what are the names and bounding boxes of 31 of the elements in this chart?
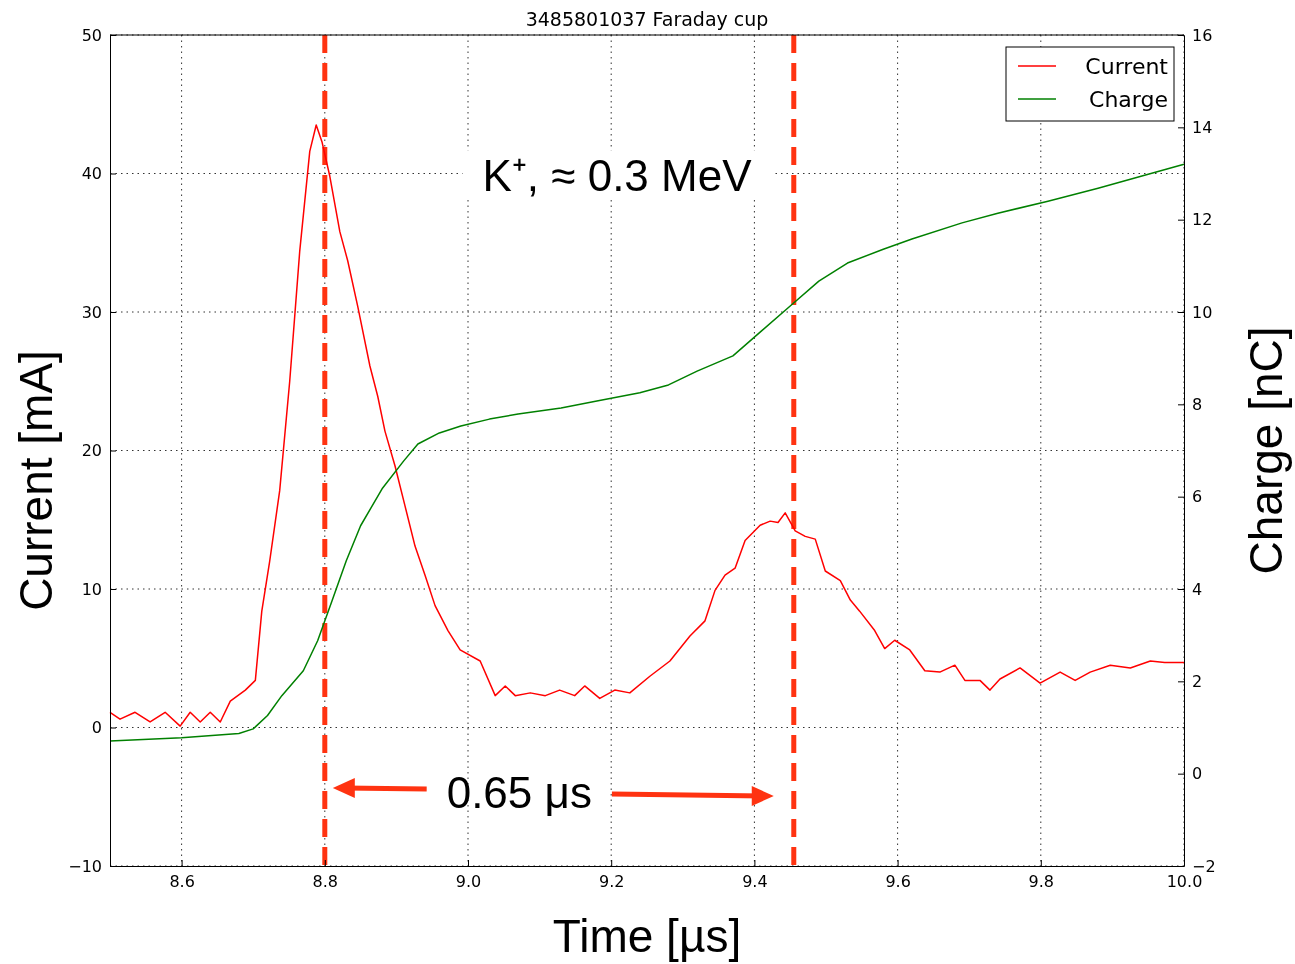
x-tick-label: 9.4 [742, 872, 768, 892]
y-tick-label: 30 [81, 302, 102, 322]
y-tick-label: 40 [81, 164, 102, 184]
x-tick-label: 9.2 [598, 872, 625, 892]
x-axis-title: Time [µs] [552, 910, 742, 962]
x-tick-label: 9.6 [885, 872, 911, 892]
y2-tick-label: 8 [1192, 394, 1203, 414]
y2-tick-label: 14 [1192, 117, 1213, 137]
y-tick-label: 10 [81, 579, 102, 599]
x-tick-label: 9.0 [455, 872, 482, 892]
y-tick-label: −10 [68, 856, 102, 876]
y2-tick-label: 2 [1192, 671, 1203, 691]
chart-title: 3485801037 Faraday cup [525, 8, 769, 30]
y2-tick-label: 12 [1192, 210, 1213, 230]
y2-tick-label: 0 [1192, 764, 1203, 784]
y2-tick-label: 16 [1192, 25, 1213, 45]
y-tick-label: 20 [81, 441, 102, 461]
x-tick-label: 8.6 [169, 872, 195, 892]
annotation: K⁺, ≈ 0.3 MeV [482, 150, 753, 200]
y-axis-title: Current [mA] [10, 350, 62, 611]
legend-label: Current [1085, 53, 1169, 79]
y2-tick-label: 10 [1192, 302, 1213, 322]
annotation: 0.65 μs [446, 767, 592, 817]
y2-tick-label: 6 [1192, 487, 1203, 507]
x-tick-label: 8.8 [312, 872, 339, 892]
legend-label: Charge [1089, 86, 1168, 112]
y-tick-label: 50 [81, 25, 102, 45]
x-tick-label: 9.8 [1028, 872, 1055, 892]
y2-axis-title: Charge [nC] [1240, 326, 1292, 575]
y-tick-label: 0 [91, 718, 102, 738]
y2-tick-label: 4 [1192, 579, 1203, 599]
